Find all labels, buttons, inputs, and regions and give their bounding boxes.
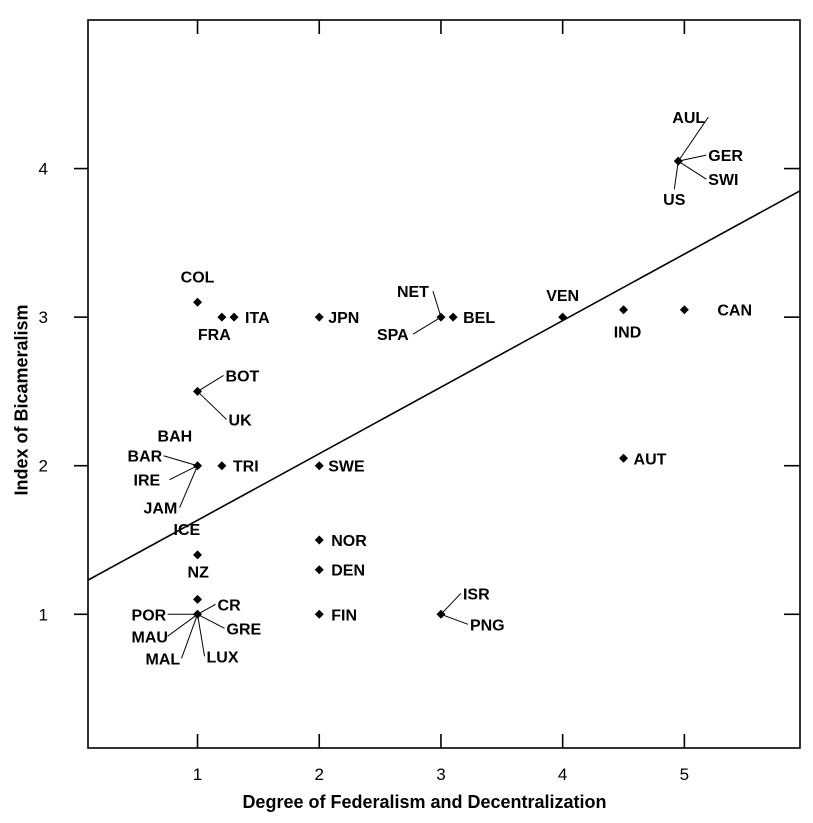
point-marker-aut bbox=[619, 453, 629, 463]
point-label-png: PNG bbox=[470, 617, 505, 634]
point-marker-nz bbox=[193, 594, 203, 604]
point-marker-fin bbox=[314, 609, 324, 619]
point-label-swi: SWI bbox=[708, 172, 738, 189]
leader-lines bbox=[163, 116, 709, 659]
leader-ger bbox=[678, 154, 707, 162]
y-tick-label-1: 1 bbox=[39, 605, 48, 624]
leader-lux bbox=[197, 614, 206, 657]
leader-aul bbox=[677, 116, 709, 162]
point-label-ger: GER bbox=[708, 148, 743, 165]
point-marker-nor bbox=[314, 535, 324, 545]
leader-net bbox=[432, 290, 442, 318]
point-label-por: POR bbox=[132, 607, 167, 624]
point-marker-bot bbox=[193, 386, 203, 396]
point-label-isr: ISR bbox=[463, 586, 490, 603]
x-tick-label-5: 5 bbox=[680, 765, 689, 784]
leader-jam bbox=[179, 465, 198, 508]
leader-swi bbox=[678, 160, 707, 180]
regression-line bbox=[87, 190, 801, 581]
point-marker-den bbox=[314, 565, 324, 575]
x-tick-label-2: 2 bbox=[315, 765, 324, 784]
point-label-gre: GRE bbox=[227, 621, 262, 638]
leader-mau bbox=[167, 613, 198, 637]
point-label-mau: MAU bbox=[132, 629, 168, 646]
point-marker-fra bbox=[217, 312, 227, 322]
point-label-lux: LUX bbox=[207, 649, 239, 666]
point-marker-isr bbox=[436, 609, 446, 619]
point-label-bel: BEL bbox=[463, 310, 495, 327]
point-label-ita: ITA bbox=[245, 310, 270, 327]
point-label-uk: UK bbox=[229, 412, 253, 429]
point-label-ire: IRE bbox=[134, 473, 161, 490]
point-label-fin: FIN bbox=[331, 607, 357, 624]
point-marker-aul bbox=[673, 156, 683, 166]
leader-us bbox=[673, 161, 679, 190]
y-tick-label-2: 2 bbox=[39, 457, 48, 476]
leader-cr bbox=[197, 603, 216, 615]
point-label-can: CAN bbox=[717, 303, 752, 320]
point-marker-ven bbox=[558, 312, 568, 322]
point-marker-bah bbox=[193, 461, 203, 471]
x-tick-label-1: 1 bbox=[193, 765, 202, 784]
point-label-bah: BAH bbox=[158, 429, 193, 446]
leader-gre bbox=[197, 613, 225, 629]
point-label-jpn: JPN bbox=[328, 310, 359, 327]
point-marker-ind bbox=[619, 305, 629, 315]
leader-ire bbox=[169, 465, 198, 481]
plot-frame bbox=[87, 19, 801, 749]
point-label-col: COL bbox=[181, 269, 215, 286]
leader-spa bbox=[412, 316, 442, 335]
point-marker-swe bbox=[314, 461, 324, 471]
x-tick-label-4: 4 bbox=[558, 765, 567, 784]
point-label-bar: BAR bbox=[128, 449, 163, 466]
point-label-swe: SWE bbox=[328, 459, 365, 476]
point-marker-net bbox=[436, 312, 446, 322]
x-tick-label-3: 3 bbox=[436, 765, 445, 784]
y-tick-label-4: 4 bbox=[39, 160, 48, 179]
point-label-cr: CR bbox=[218, 597, 242, 614]
axis-tick-labels: 1 2 3 4 5 1 2 3 4 bbox=[39, 160, 690, 784]
point-marker-ita bbox=[229, 312, 239, 322]
y-axis-title: Index of Bicameralism bbox=[11, 304, 32, 496]
point-label-net: NET bbox=[397, 284, 429, 301]
data-points bbox=[193, 156, 689, 619]
point-marker-col bbox=[193, 297, 203, 307]
leader-isr bbox=[440, 592, 462, 615]
x-axis-title: Degree of Federalism and Decentralizatio… bbox=[242, 792, 607, 812]
point-label-aul: AUL bbox=[672, 110, 705, 127]
point-label-tri: TRI bbox=[233, 459, 259, 476]
point-label-spa: SPA bbox=[377, 327, 409, 344]
leader-uk bbox=[197, 391, 227, 420]
y-tick-label-3: 3 bbox=[39, 308, 48, 327]
point-marker-por bbox=[193, 609, 203, 619]
point-label-den: DEN bbox=[331, 563, 365, 580]
point-label-nor: NOR bbox=[331, 533, 367, 550]
point-label-jam: JAM bbox=[144, 501, 178, 518]
leader-bot bbox=[197, 375, 224, 392]
point-label-us: US bbox=[663, 192, 686, 209]
point-marker-ice bbox=[193, 550, 203, 560]
point-marker-tri bbox=[217, 461, 227, 471]
point-label-ice: ICE bbox=[174, 522, 201, 539]
point-label-ven: VEN bbox=[546, 288, 579, 305]
axis-ticks bbox=[74, 20, 800, 748]
point-label-fra: FRA bbox=[198, 327, 231, 344]
leader-png bbox=[440, 613, 469, 625]
leader-mal bbox=[181, 614, 199, 659]
point-label-nz: NZ bbox=[188, 564, 210, 581]
leader-bar bbox=[163, 455, 198, 467]
point-marker-can bbox=[679, 305, 689, 315]
point-labels: AUL GER SWI US COL FRA ITA JPN NET SPA BEL VEN IND CA… bbox=[128, 110, 753, 668]
point-marker-jpn bbox=[314, 312, 324, 322]
point-label-ind: IND bbox=[614, 325, 642, 342]
point-label-bot: BOT bbox=[226, 368, 260, 385]
point-marker-bel bbox=[448, 312, 458, 322]
point-label-aut: AUT bbox=[634, 451, 667, 468]
point-label-mal: MAL bbox=[146, 651, 181, 668]
